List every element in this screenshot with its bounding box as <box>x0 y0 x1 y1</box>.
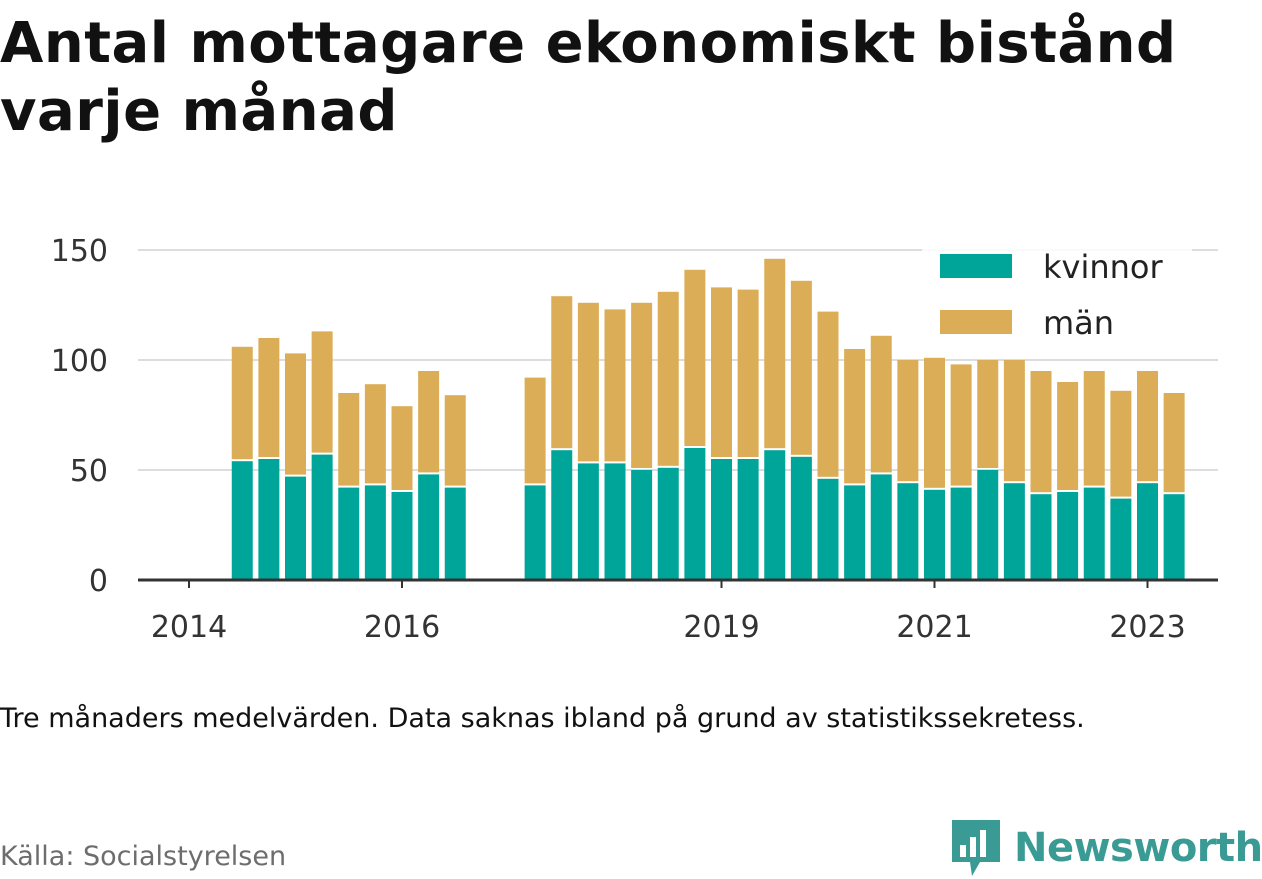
y-tick-label: 0 <box>89 564 108 599</box>
y-tick-label: 150 <box>51 234 108 269</box>
bar-kvinnor <box>444 487 466 580</box>
source-text: Källa: Socialstyrelsen <box>0 841 287 872</box>
bar-kvinnor <box>1030 494 1052 580</box>
x-tick-label: 2023 <box>1109 610 1185 645</box>
bar-kvinnor <box>418 474 440 580</box>
bar-kvinnor <box>684 448 706 580</box>
bar-man <box>950 364 972 486</box>
bar-kvinnor <box>631 470 653 580</box>
bar-kvinnor <box>285 476 306 580</box>
x-tick-label: 2014 <box>151 610 227 645</box>
bar-man <box>1110 390 1132 497</box>
y-tick-label: 50 <box>70 454 108 489</box>
bar-man <box>631 302 653 468</box>
bar-man <box>577 302 599 462</box>
bar-kvinnor <box>977 470 999 580</box>
bar-man <box>657 291 679 466</box>
bar-kvinnor <box>817 478 839 580</box>
bar-kvinnor <box>1110 498 1132 580</box>
bar-kvinnor <box>524 485 546 580</box>
newsworthy-logo: Newsworthy <box>950 818 1262 878</box>
legend-label: män <box>1043 304 1114 342</box>
bar-kvinnor <box>1137 483 1158 580</box>
legend-swatch <box>940 254 1012 278</box>
bar-man <box>924 357 945 488</box>
x-tick-label: 2021 <box>896 610 972 645</box>
bar-man <box>1003 360 1025 482</box>
bar-man <box>977 360 999 468</box>
bar-kvinnor <box>790 456 812 580</box>
bar-man <box>1030 371 1052 493</box>
bar-man <box>764 258 786 449</box>
bar-kvinnor <box>844 485 866 580</box>
bar-man <box>364 384 386 484</box>
x-tick-label: 2019 <box>683 610 759 645</box>
bar-man <box>604 309 626 462</box>
bar-man <box>391 406 413 490</box>
bar-man <box>711 287 732 457</box>
footnote: Tre månaders medelvärden. Data saknas ib… <box>0 703 1085 734</box>
brand-name: Newsworthy <box>1014 825 1262 871</box>
bar-kvinnor <box>364 485 386 580</box>
bar-man <box>1083 371 1105 486</box>
bar-man <box>444 395 466 486</box>
bar-man <box>870 335 892 473</box>
stacked-bar-chart: 0 50 100 150 2014 2016 2019 2021 2023 kvinnor mä… <box>51 234 1218 645</box>
bar-kvinnor <box>764 450 786 580</box>
bar-kvinnor <box>1057 492 1079 580</box>
bar-man <box>897 360 919 482</box>
bar-man <box>524 377 546 484</box>
bar-man <box>231 346 253 460</box>
bar-man <box>684 269 706 446</box>
bar-man <box>817 311 839 477</box>
bar-kvinnor <box>258 459 280 580</box>
x-axis: 2014 2016 2019 2021 2023 <box>138 578 1218 645</box>
bar-man <box>418 371 440 473</box>
y-tick-label: 100 <box>51 344 108 379</box>
bar-kvinnor <box>577 463 599 580</box>
bar-kvinnor <box>1083 487 1105 580</box>
bar-kvinnor <box>338 487 360 580</box>
legend: kvinnor män <box>922 242 1192 354</box>
bar-man <box>258 338 280 457</box>
x-tick-label: 2016 <box>364 610 440 645</box>
bar-kvinnor <box>231 461 253 580</box>
bar-kvinnor <box>924 489 945 580</box>
bar-man <box>338 393 360 486</box>
bar-man <box>1137 371 1158 482</box>
bar-man <box>551 296 573 449</box>
chart-title: Antal mottagare ekonomiskt bistånd varje… <box>0 11 1177 144</box>
bar-kvinnor <box>551 450 573 580</box>
bars <box>231 258 1185 580</box>
bar-kvinnor <box>657 467 679 580</box>
bar-kvinnor <box>897 483 919 580</box>
bar-man <box>844 349 866 484</box>
bar-kvinnor <box>1163 494 1185 580</box>
bar-kvinnor <box>737 459 759 580</box>
bar-man <box>1057 382 1079 490</box>
bar-man <box>737 289 759 457</box>
bar-kvinnor <box>1003 483 1025 580</box>
bar-kvinnor <box>391 492 413 580</box>
bar-kvinnor <box>870 474 892 580</box>
bar-kvinnor <box>950 487 972 580</box>
bar-man <box>285 353 306 475</box>
y-axis-ticks: 0 50 100 150 <box>51 234 108 599</box>
newsworthy-logo-icon <box>952 820 1000 876</box>
bar-kvinnor <box>604 463 626 580</box>
legend-label: kvinnor <box>1043 248 1164 286</box>
bar-kvinnor <box>311 454 333 580</box>
bar-man <box>311 331 333 453</box>
bar-man <box>1163 393 1185 493</box>
bar-man <box>790 280 812 455</box>
bar-kvinnor <box>711 459 732 580</box>
legend-swatch <box>940 310 1012 334</box>
